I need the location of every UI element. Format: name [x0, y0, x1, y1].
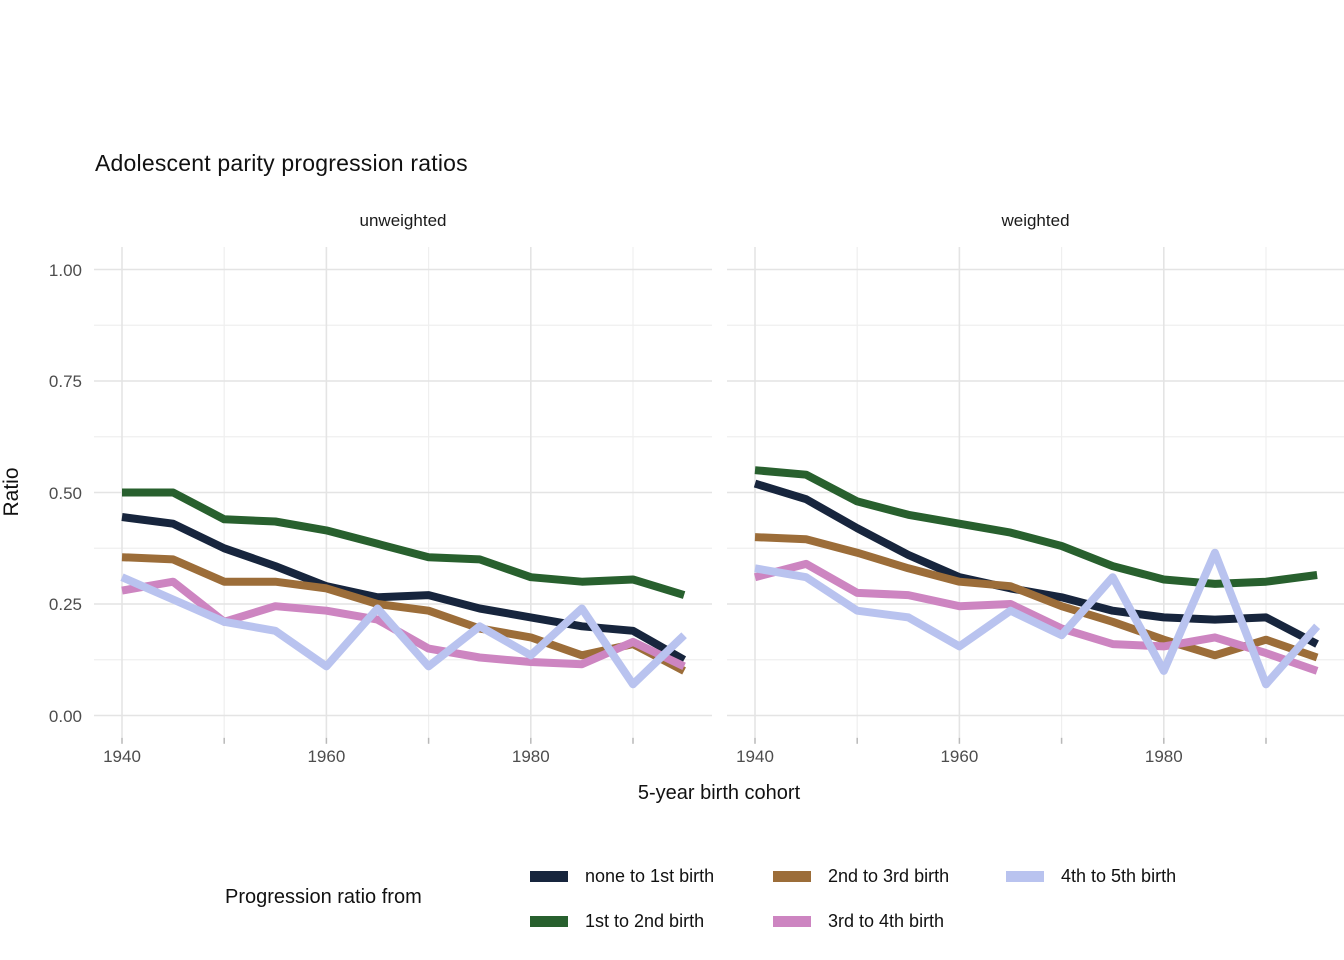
legend-label: 2nd to 3rd birth [828, 866, 950, 886]
facet-panel-weighted [727, 247, 1344, 744]
facet-panel-unweighted [94, 247, 712, 744]
x-tick-label: 1940 [103, 747, 141, 766]
legend-item: 4th to 5th birth [1006, 866, 1176, 887]
legend-key-3rd-to-4th [773, 916, 811, 927]
x-tick-label: 1980 [511, 747, 550, 766]
facet-label-weighted: weighted [1001, 211, 1070, 230]
legend-item: 3rd to 4th birth [773, 911, 944, 932]
legend-key-2nd-to-3rd [773, 871, 811, 882]
series-line-1st-to-2nd-birth [122, 488, 686, 599]
legend-item: 1st to 2nd birth [530, 911, 704, 932]
legend-label: 3rd to 4th birth [828, 911, 945, 931]
x-tick-label: 1960 [307, 747, 346, 766]
series-line-3rd-to-4th-birth [753, 559, 1319, 675]
legend-item: 2nd to 3rd birth [773, 866, 949, 887]
legend-title: Progression ratio from [225, 886, 422, 908]
legend-label: none to 1st birth [585, 866, 715, 886]
x-tick-label: 1980 [1144, 747, 1183, 766]
y-axis-title: Ratio [0, 467, 23, 517]
legend-key-none-to-1st [530, 871, 568, 882]
series-line-4th-to-5th-birth [120, 573, 687, 689]
series-line-1st-to-2nd-birth [754, 466, 1318, 588]
y-tick-label: 0.25 [48, 595, 82, 614]
facet-label-unweighted: unweighted [359, 211, 447, 230]
series-line-4th-to-5th-birth [754, 548, 1321, 689]
y-tick-label: 0.00 [48, 706, 82, 726]
series-line-2nd-to-3rd-birth [121, 553, 686, 675]
legend-item: none to 1st birth [530, 866, 714, 887]
y-tick-label: 0.75 [48, 372, 82, 391]
legend-label: 1st to 2nd birth [585, 911, 705, 931]
x-axis-title: 5-year birth cohort [637, 782, 801, 804]
series-line-2nd-to-3rd-birth [754, 533, 1319, 662]
chart-title: Adolescent parity progression ratios [95, 150, 468, 176]
legend-key-4th-to-5th [1006, 871, 1044, 882]
x-tick-label: 1940 [736, 747, 774, 766]
x-tick-label: 1960 [940, 747, 979, 766]
y-tick-label: 1.00 [48, 260, 82, 280]
y-tick-label: 0.50 [48, 483, 82, 503]
legend-label: 4th to 5th birth [1061, 866, 1177, 886]
legend-key-1st-to-2nd [530, 916, 568, 927]
